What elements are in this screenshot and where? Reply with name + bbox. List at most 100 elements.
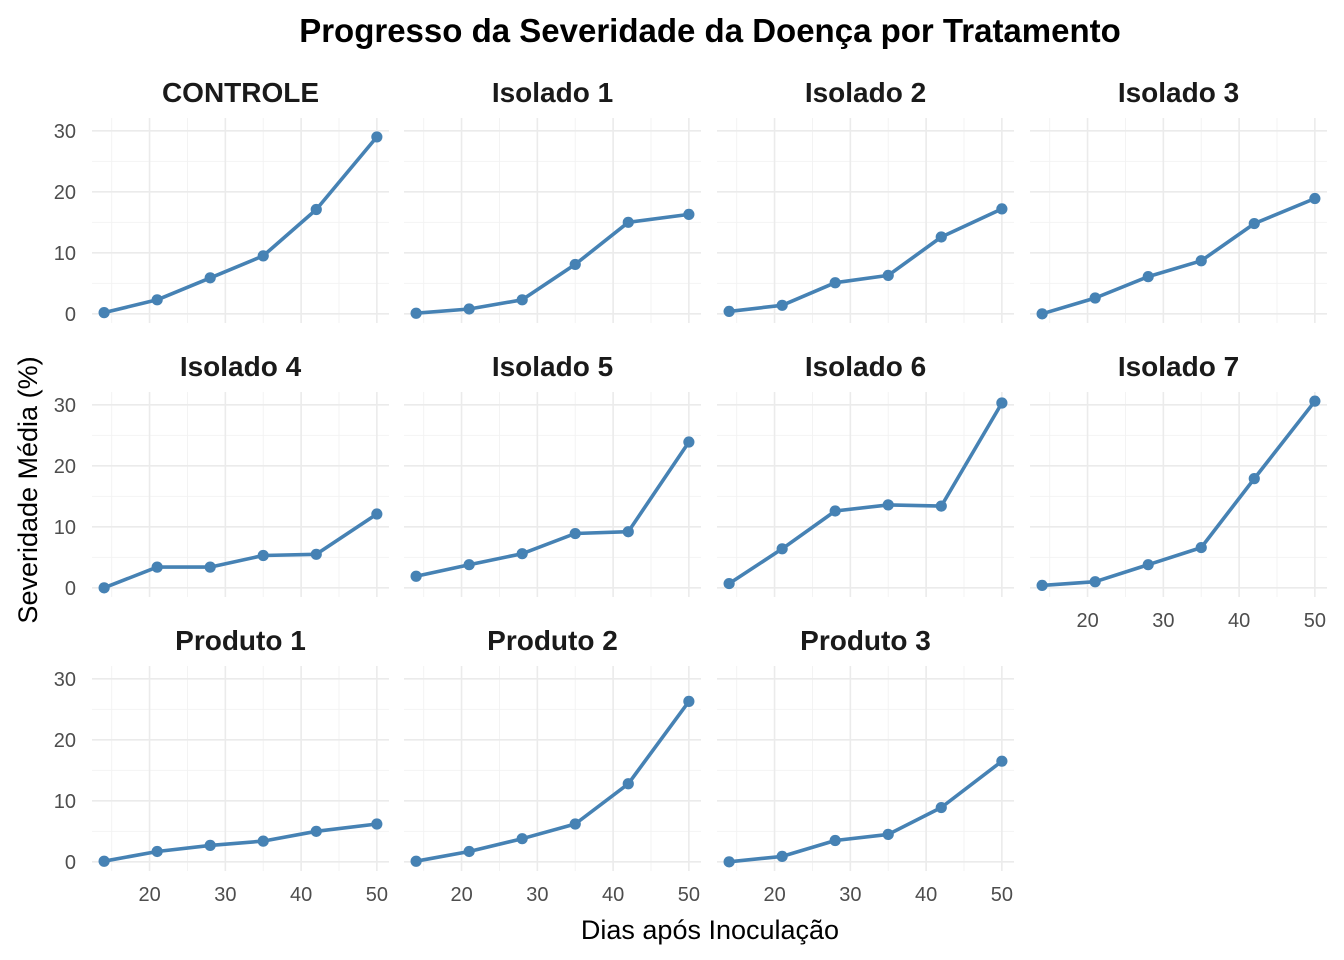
data-point	[569, 527, 581, 540]
data-point	[996, 203, 1008, 215]
facet-panel: Isolado 4 0 10 20 30	[54, 351, 389, 600]
data-point	[410, 570, 422, 582]
facet-strip-label: CONTROLE	[162, 77, 319, 108]
facet-panels: CONTROLE 0 10 20 30 Isolado 1 Isolado 2 Isolado…	[54, 77, 1327, 906]
data-point	[996, 755, 1008, 767]
series-line	[1040, 399, 1317, 588]
x-tick-label: 20	[450, 884, 472, 906]
data-point	[1309, 192, 1321, 205]
data-point	[463, 559, 475, 571]
data-point	[683, 436, 695, 448]
y-axis-title: Severidade Média (%)	[13, 356, 43, 623]
data-point	[1248, 473, 1260, 485]
data-point	[371, 818, 383, 830]
data-point	[257, 250, 269, 262]
data-point	[1195, 541, 1207, 554]
y-tick-label: 10	[54, 791, 76, 813]
facet-strip-label: Produto 3	[800, 625, 931, 656]
series-line	[727, 207, 1004, 314]
data-point	[882, 499, 894, 511]
data-point	[1089, 576, 1101, 588]
x-tick-label: 50	[366, 884, 388, 906]
data-point	[310, 825, 322, 837]
data-point	[622, 216, 634, 228]
data-point	[569, 818, 581, 830]
data-point	[410, 855, 422, 867]
data-point	[935, 801, 947, 814]
data-point	[204, 272, 216, 284]
data-point	[882, 269, 894, 282]
data-point	[776, 850, 788, 862]
data-point	[98, 855, 110, 867]
series-line	[102, 822, 379, 864]
series-line	[414, 699, 691, 864]
x-tick-label: 30	[214, 884, 236, 906]
data-point	[204, 561, 216, 573]
data-point	[257, 549, 269, 562]
data-point	[683, 208, 695, 220]
data-point	[1248, 217, 1260, 230]
series-line	[414, 212, 691, 316]
y-tick-label: 0	[65, 304, 76, 326]
y-tick-label: 0	[65, 852, 76, 874]
data-point	[935, 231, 947, 243]
data-point	[622, 778, 634, 790]
facet-strip-label: Isolado 7	[1118, 351, 1239, 382]
facet-panel: Isolado 3	[1030, 77, 1327, 323]
data-point	[310, 203, 322, 216]
facet-strip-label: Isolado 3	[1118, 77, 1239, 108]
x-tick-label: 20	[763, 884, 785, 906]
data-point	[1089, 292, 1101, 304]
series-line	[102, 512, 379, 590]
x-tick-label: 30	[526, 884, 548, 906]
facet-panel: Produto 1 0 10 20 30 20 30 40 50	[54, 625, 389, 906]
x-axis-title: Dias após Inoculação	[581, 915, 839, 945]
data-point	[776, 299, 788, 311]
data-point	[829, 834, 841, 847]
data-point	[151, 294, 163, 306]
y-tick-label: 30	[54, 395, 76, 417]
series-line	[1040, 196, 1317, 316]
data-point	[1036, 579, 1048, 592]
facet-panel: CONTROLE 0 10 20 30	[54, 77, 389, 326]
facet-panel: Produto 2 20 30 40 50	[404, 625, 701, 906]
data-point	[98, 582, 110, 594]
x-tick-label: 50	[678, 884, 700, 906]
data-point	[622, 526, 634, 538]
data-point	[569, 258, 581, 271]
y-tick-label: 10	[54, 517, 76, 539]
data-point	[204, 839, 216, 851]
y-tick-label: 20	[54, 182, 76, 204]
x-tick-label: 50	[991, 884, 1013, 906]
data-point	[516, 548, 528, 560]
x-tick-label: 20	[1076, 610, 1098, 632]
facet-panel: Isolado 5	[404, 351, 701, 597]
x-tick-label: 20	[138, 884, 160, 906]
data-point	[371, 131, 383, 143]
x-tick-label: 40	[290, 884, 312, 906]
data-point	[1142, 271, 1154, 283]
x-tick-label: 40	[1228, 610, 1250, 632]
data-point	[882, 828, 894, 840]
facet-strip-label: Isolado 2	[805, 77, 926, 108]
y-tick-label: 20	[54, 730, 76, 752]
data-point	[310, 548, 322, 560]
facet-strip-label: Produto 1	[175, 625, 306, 656]
data-point	[463, 303, 475, 315]
x-tick-label: 40	[602, 884, 624, 906]
y-tick-label: 20	[54, 456, 76, 478]
facet-panel: Isolado 7 20 30 40 50	[1030, 351, 1327, 632]
y-tick-label: 30	[54, 669, 76, 691]
data-point	[829, 505, 841, 517]
facet-panel: Isolado 2	[717, 77, 1014, 323]
data-point	[151, 845, 163, 858]
data-point	[776, 543, 788, 555]
series-line	[727, 401, 1004, 586]
facet-strip-label: Isolado 6	[805, 351, 926, 382]
series-line	[727, 759, 1004, 864]
data-point	[1309, 395, 1321, 407]
y-tick-label: 30	[54, 121, 76, 143]
facet-strip-label: Isolado 5	[492, 351, 613, 382]
series-line	[102, 135, 379, 315]
facet-strip-label: Isolado 1	[492, 77, 613, 108]
